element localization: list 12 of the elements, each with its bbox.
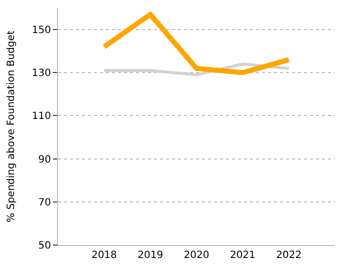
y-tick-label: 70 [38,197,51,208]
x-tick-label: 2019 [138,250,164,261]
x-tick-label: 2018 [91,250,117,261]
x-tick-label: 2022 [276,250,302,261]
x-tick-label: 2020 [184,250,210,261]
y-tick-label: 50 [38,240,51,252]
x-tick-label: 2021 [230,250,256,261]
y-tick-label: 110 [32,111,51,122]
y-tick-label: 150 [32,25,51,36]
y-tick-label: 130 [32,68,51,80]
y-axis-title: % Spending above Foundation Budget [6,30,17,222]
y-tick-label: 90 [38,154,51,166]
